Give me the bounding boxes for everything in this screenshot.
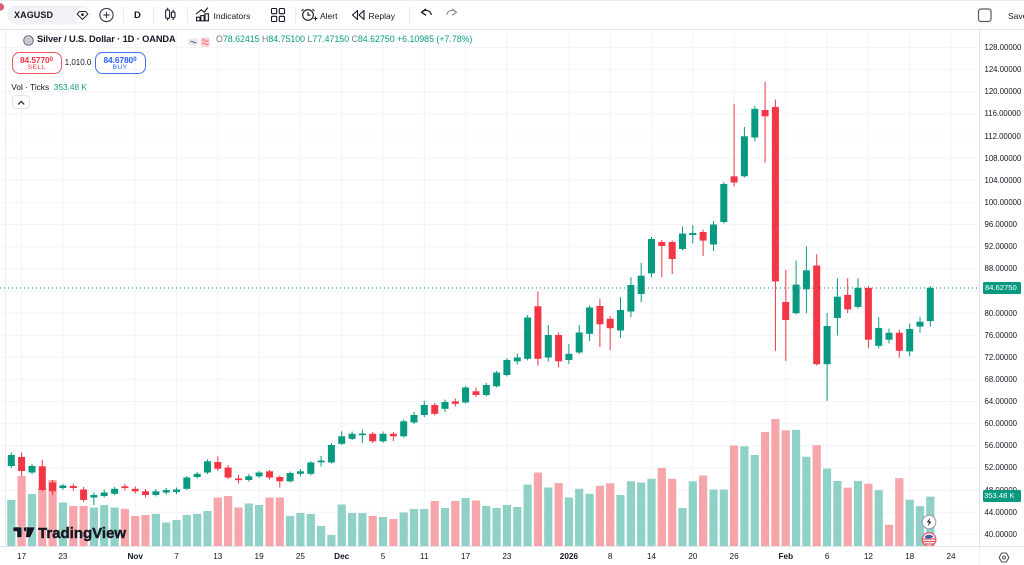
svg-text:TradingView: TradingView [38, 525, 126, 542]
